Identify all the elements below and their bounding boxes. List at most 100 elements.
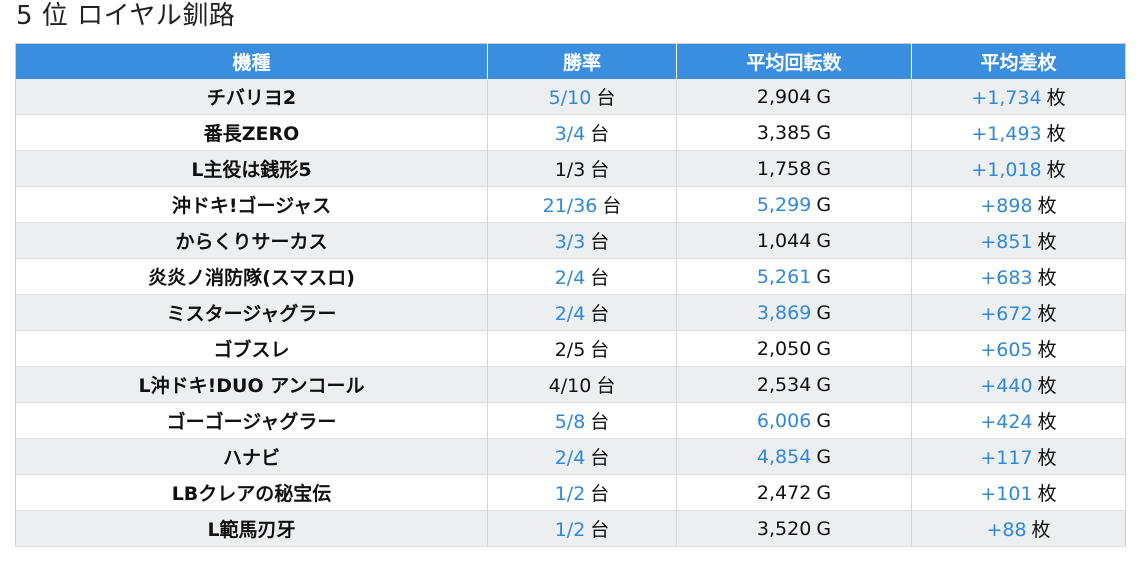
average-spins-cell-value: 1,758 [756,157,812,180]
average-spins-cell-unit: G [816,121,832,144]
header-machine[interactable]: 機種 [15,43,488,79]
average-diff-cell: +117 枚 [911,438,1126,475]
win-rate-cell: 1/3 台 [487,150,677,187]
machine-name: ハナビ [222,447,280,469]
average-diff-cell-value: +672 [980,303,1033,325]
table-row: ミスタージャグラー 2/4 台 3,869 G +672 枚 [15,294,1126,331]
machine-cell: ハナビ [15,438,488,475]
average-spins-cell-unit: G [816,157,832,180]
win-rate-cell-unit: 台 [590,519,610,541]
machine-cell: LBクレアの秘宝伝 [15,474,488,511]
table-row: ハナビ 2/4 台 4,854 G +117 枚 [15,438,1126,475]
average-diff-cell-value: +424 [980,411,1033,433]
win-rate-cell: 21/36 台 [487,186,677,223]
average-diff-cell: +88 枚 [911,510,1126,547]
win-rate-cell-value: 1/2 [554,483,586,505]
average-diff-cell-value: +117 [980,447,1033,469]
average-spins-cell: 3,520 G [676,510,912,547]
machine-cell: L主役は銭形5 [15,150,488,187]
average-diff-cell: +683 枚 [911,258,1126,295]
average-spins-cell: 5,261 G [676,258,912,295]
win-rate-cell-unit: 台 [590,447,610,469]
win-rate-cell-value: 2/4 [554,267,586,289]
average-diff-cell-unit: 枚 [1046,87,1066,109]
header-average-diff[interactable]: 平均差枚 [911,43,1126,79]
average-diff-cell: +424 枚 [911,402,1126,439]
machine-name: ゴーゴージャグラー [166,411,337,433]
average-diff-cell: +1,018 枚 [911,150,1126,187]
win-rate-cell-value: 3/4 [554,123,586,145]
average-spins-cell-unit: G [816,85,832,108]
table-row: ゴーゴージャグラー 5/8 台 6,006 G +424 枚 [15,402,1126,439]
machine-cell: L範馬刃牙 [15,510,488,547]
average-diff-cell-unit: 枚 [1037,303,1057,325]
average-spins-cell: 1,758 G [676,150,912,187]
win-rate-cell-value: 2/4 [554,303,586,325]
average-diff-cell-unit: 枚 [1037,267,1057,289]
win-rate-cell: 2/4 台 [487,438,677,475]
table-row: L範馬刃牙 1/2 台 3,520 G +88 枚 [15,510,1126,547]
average-spins-cell-unit: G [816,481,832,504]
machine-cell: ミスタージャグラー [15,294,488,331]
average-spins-cell: 3,869 G [676,294,912,331]
table-row: 沖ドキ!ゴージャス 21/36 台 5,299 G +898 枚 [15,186,1126,223]
machine-cell: からくりサーカス [15,222,488,259]
table-row: からくりサーカス 3/3 台 1,044 G +851 枚 [15,222,1126,259]
average-spins-cell-value: 5,261 [756,265,812,288]
average-spins-cell-value: 3,385 [756,121,812,144]
average-diff-cell-unit: 枚 [1031,519,1051,541]
win-rate-cell: 4/10 台 [487,366,677,403]
table-row: LBクレアの秘宝伝 1/2 台 2,472 G +101 枚 [15,474,1126,511]
machine-name: からくりサーカス [175,231,328,253]
average-spins-cell-value: 2,472 [756,481,812,504]
header-win-rate[interactable]: 勝率 [487,43,677,79]
average-diff-cell-value: +1,493 [971,123,1042,145]
average-spins-cell-unit: G [816,445,832,468]
table-row: 番長ZERO 3/4 台 3,385 G +1,493 枚 [15,114,1126,151]
average-spins-cell-unit: G [816,229,832,252]
average-diff-cell-unit: 枚 [1037,195,1057,217]
win-rate-cell-unit: 台 [590,411,610,433]
machine-name: L沖ドキ!DUO アンコール [138,375,365,397]
win-rate-cell-value: 4/10 [548,375,592,397]
machine-name: 沖ドキ!ゴージャス [171,195,332,217]
average-diff-cell-value: +1,734 [971,87,1042,109]
average-diff-cell-unit: 枚 [1037,411,1057,433]
win-rate-cell: 1/2 台 [487,510,677,547]
average-spins-cell: 2,904 G [676,79,912,115]
average-spins-cell-value: 1,044 [756,229,812,252]
average-diff-cell-value: +88 [986,519,1027,541]
machine-cell: 番長ZERO [15,114,488,151]
win-rate-cell-value: 1/3 [554,159,586,181]
average-spins-cell-unit: G [816,373,832,396]
average-spins-cell-unit: G [816,337,832,360]
win-rate-cell-unit: 台 [590,159,610,181]
header-average-spins[interactable]: 平均回転数 [676,43,912,79]
average-diff-cell-value: +1,018 [971,159,1042,181]
machine-name: ゴブスレ [213,339,290,361]
average-spins-cell: 6,006 G [676,402,912,439]
average-spins-cell: 2,534 G [676,366,912,403]
table-row: チバリヨ2 5/10 台 2,904 G +1,734 枚 [15,79,1126,115]
average-diff-cell-unit: 枚 [1037,447,1057,469]
average-spins-cell-value: 3,520 [756,517,812,540]
win-rate-cell-unit: 台 [602,195,622,217]
win-rate-cell-unit: 台 [590,483,610,505]
table-row: L沖ドキ!DUO アンコール 4/10 台 2,534 G +440 枚 [15,366,1126,403]
average-diff-cell-value: +851 [980,231,1033,253]
win-rate-cell-unit: 台 [590,231,610,253]
average-spins-cell-unit: G [816,301,832,324]
average-diff-cell: +672 枚 [911,294,1126,331]
machine-name: 炎炎ノ消防隊(スマスロ) [148,267,355,289]
average-diff-cell-value: +440 [980,375,1033,397]
average-spins-cell-value: 2,534 [756,373,812,396]
average-spins-cell-unit: G [816,265,832,288]
average-diff-cell: +851 枚 [911,222,1126,259]
machine-cell: L沖ドキ!DUO アンコール [15,366,488,403]
average-spins-cell-unit: G [816,517,832,540]
average-diff-cell: +1,734 枚 [911,79,1126,115]
table-row: ゴブスレ 2/5 台 2,050 G +605 枚 [15,330,1126,367]
machine-name: L範馬刃牙 [207,519,296,541]
table-header-row: 機種 勝率 平均回転数 平均差枚 [15,43,1126,79]
win-rate-cell: 5/10 台 [487,79,677,115]
